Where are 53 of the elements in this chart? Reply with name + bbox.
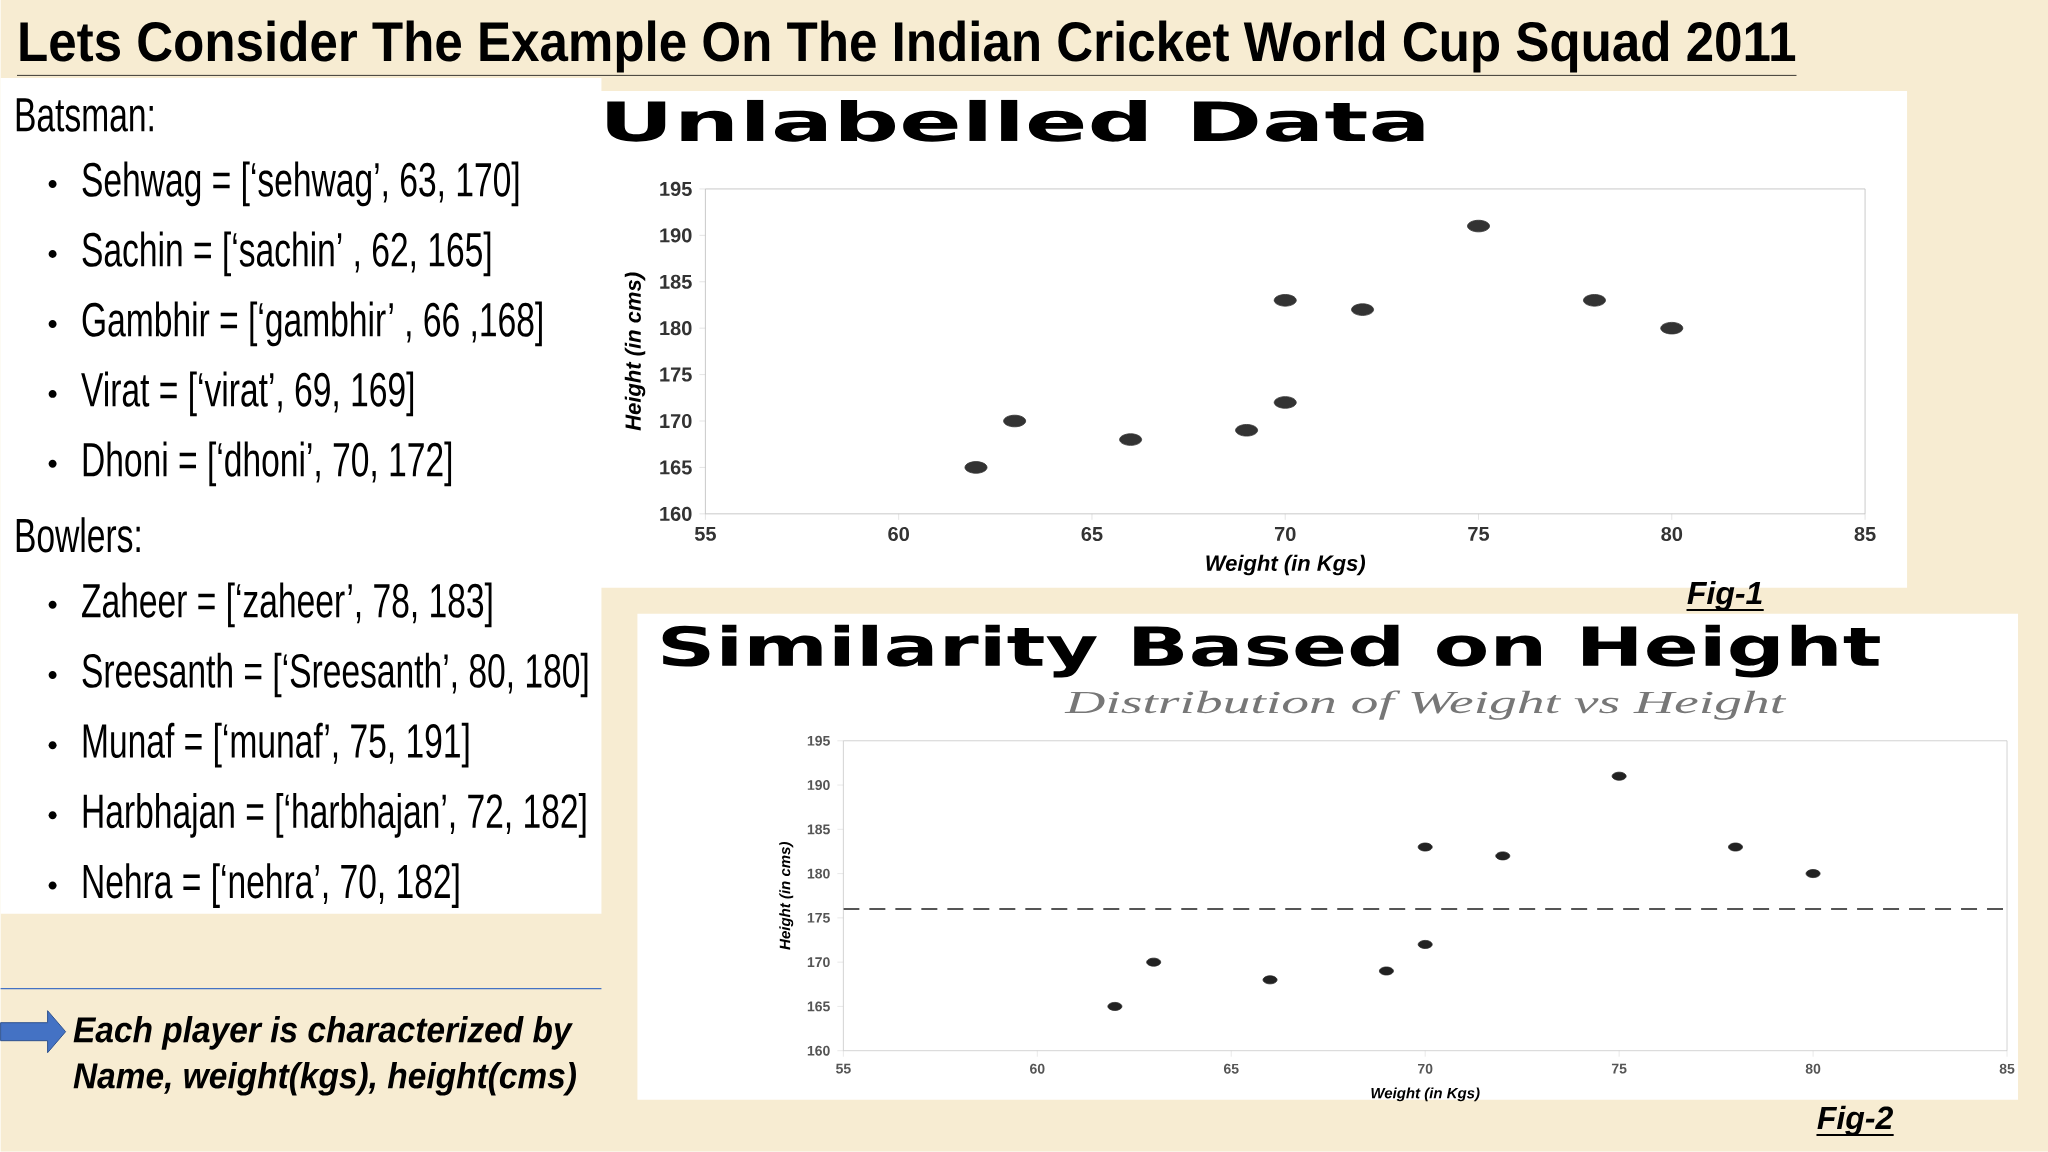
text: Virat = [‘virat’, 69, 169]: [81, 371, 414, 417]
x-tick-label: 75: [1611, 1063, 1627, 1074]
y-tick-label: 175: [660, 367, 692, 382]
y-tick-label: 165: [807, 1001, 830, 1012]
y-tick-label: 180: [807, 868, 830, 879]
text: Fig-2: [1817, 1105, 1893, 1136]
x-axis-title: Weight (in Kgs): [1371, 1087, 1480, 1102]
y-tick-label: 185: [807, 824, 830, 835]
x-tick-label: 85: [1854, 527, 1876, 542]
chart-subtitle: Distribution of Weight vs Height: [1064, 690, 1787, 720]
text: Gambhir = [‘gambhir’ , 66 ,168]: [82, 301, 542, 347]
x-tick-label: 60: [888, 527, 909, 542]
y-tick-label: 190: [807, 780, 830, 791]
y-tick-label: 170: [807, 957, 830, 968]
y-tick-label: 180: [660, 321, 692, 336]
y-axis-title: Height (in cms): [624, 272, 646, 431]
text: Nehra = [‘nehra’, 70, 182]: [83, 863, 459, 909]
y-tick-label: 160: [807, 1045, 830, 1056]
text: Munaf = [‘munaf’, 75, 191]: [83, 722, 469, 768]
y-tick-label: 160: [660, 506, 692, 522]
chart-title: Unlabelled Data: [607, 100, 1424, 142]
text: Fig-1: [1687, 581, 1762, 611]
x-tick-label: 80: [1805, 1063, 1821, 1074]
x-tick-label: 60: [1030, 1063, 1045, 1074]
text: Sreesanth = [‘Sreesanth’, 80, 180]: [82, 652, 588, 698]
text: Harbhajan = [‘harbhajan’, 72, 182]: [83, 793, 586, 838]
x-tick-label: 70: [1274, 527, 1296, 542]
x-axis-title: Weight (in Kgs): [1206, 554, 1366, 576]
text: Batsman:: [16, 98, 153, 132]
x-tick-label: 55: [836, 1063, 851, 1074]
x-tick-label: 80: [1661, 527, 1683, 542]
y-axis-title: Height (in cms): [779, 842, 794, 950]
x-tick-label: 85: [1999, 1063, 2015, 1074]
x-tick-label: 65: [1081, 527, 1103, 542]
text: Sehwag = [‘sehwag’, 63, 170]: [82, 161, 519, 207]
x-tick-label: 55: [694, 527, 716, 542]
text: Zaheer = [‘zaheer’, 78, 183]: [82, 582, 492, 628]
text: Bowlers:: [16, 517, 140, 553]
y-tick-label: 190: [660, 228, 692, 243]
x-tick-label: 65: [1223, 1063, 1239, 1074]
y-tick-label: 195: [807, 736, 830, 746]
text: Sachin = [‘sachin’ , 62, 165]: [82, 231, 491, 277]
x-tick-label: 70: [1418, 1063, 1433, 1074]
y-tick-label: 195: [660, 182, 692, 197]
text: Dhoni = [‘dhoni’, 70, 172]: [83, 441, 452, 487]
y-tick-label: 185: [660, 274, 692, 290]
text: Each player is characterized by Name, weight(kgs), height(cms): [73, 1016, 576, 1096]
y-tick-label: 170: [660, 414, 692, 429]
y-tick-label: 165: [660, 460, 692, 475]
y-tick-label: 175: [807, 913, 830, 923]
x-tick-label: 75: [1468, 527, 1490, 542]
text: Lets Consider The Example On The Indian Cricket World Cup Squad 2011: [20, 20, 1796, 73]
chart-title: Similarity Based on Height: [662, 624, 1880, 678]
